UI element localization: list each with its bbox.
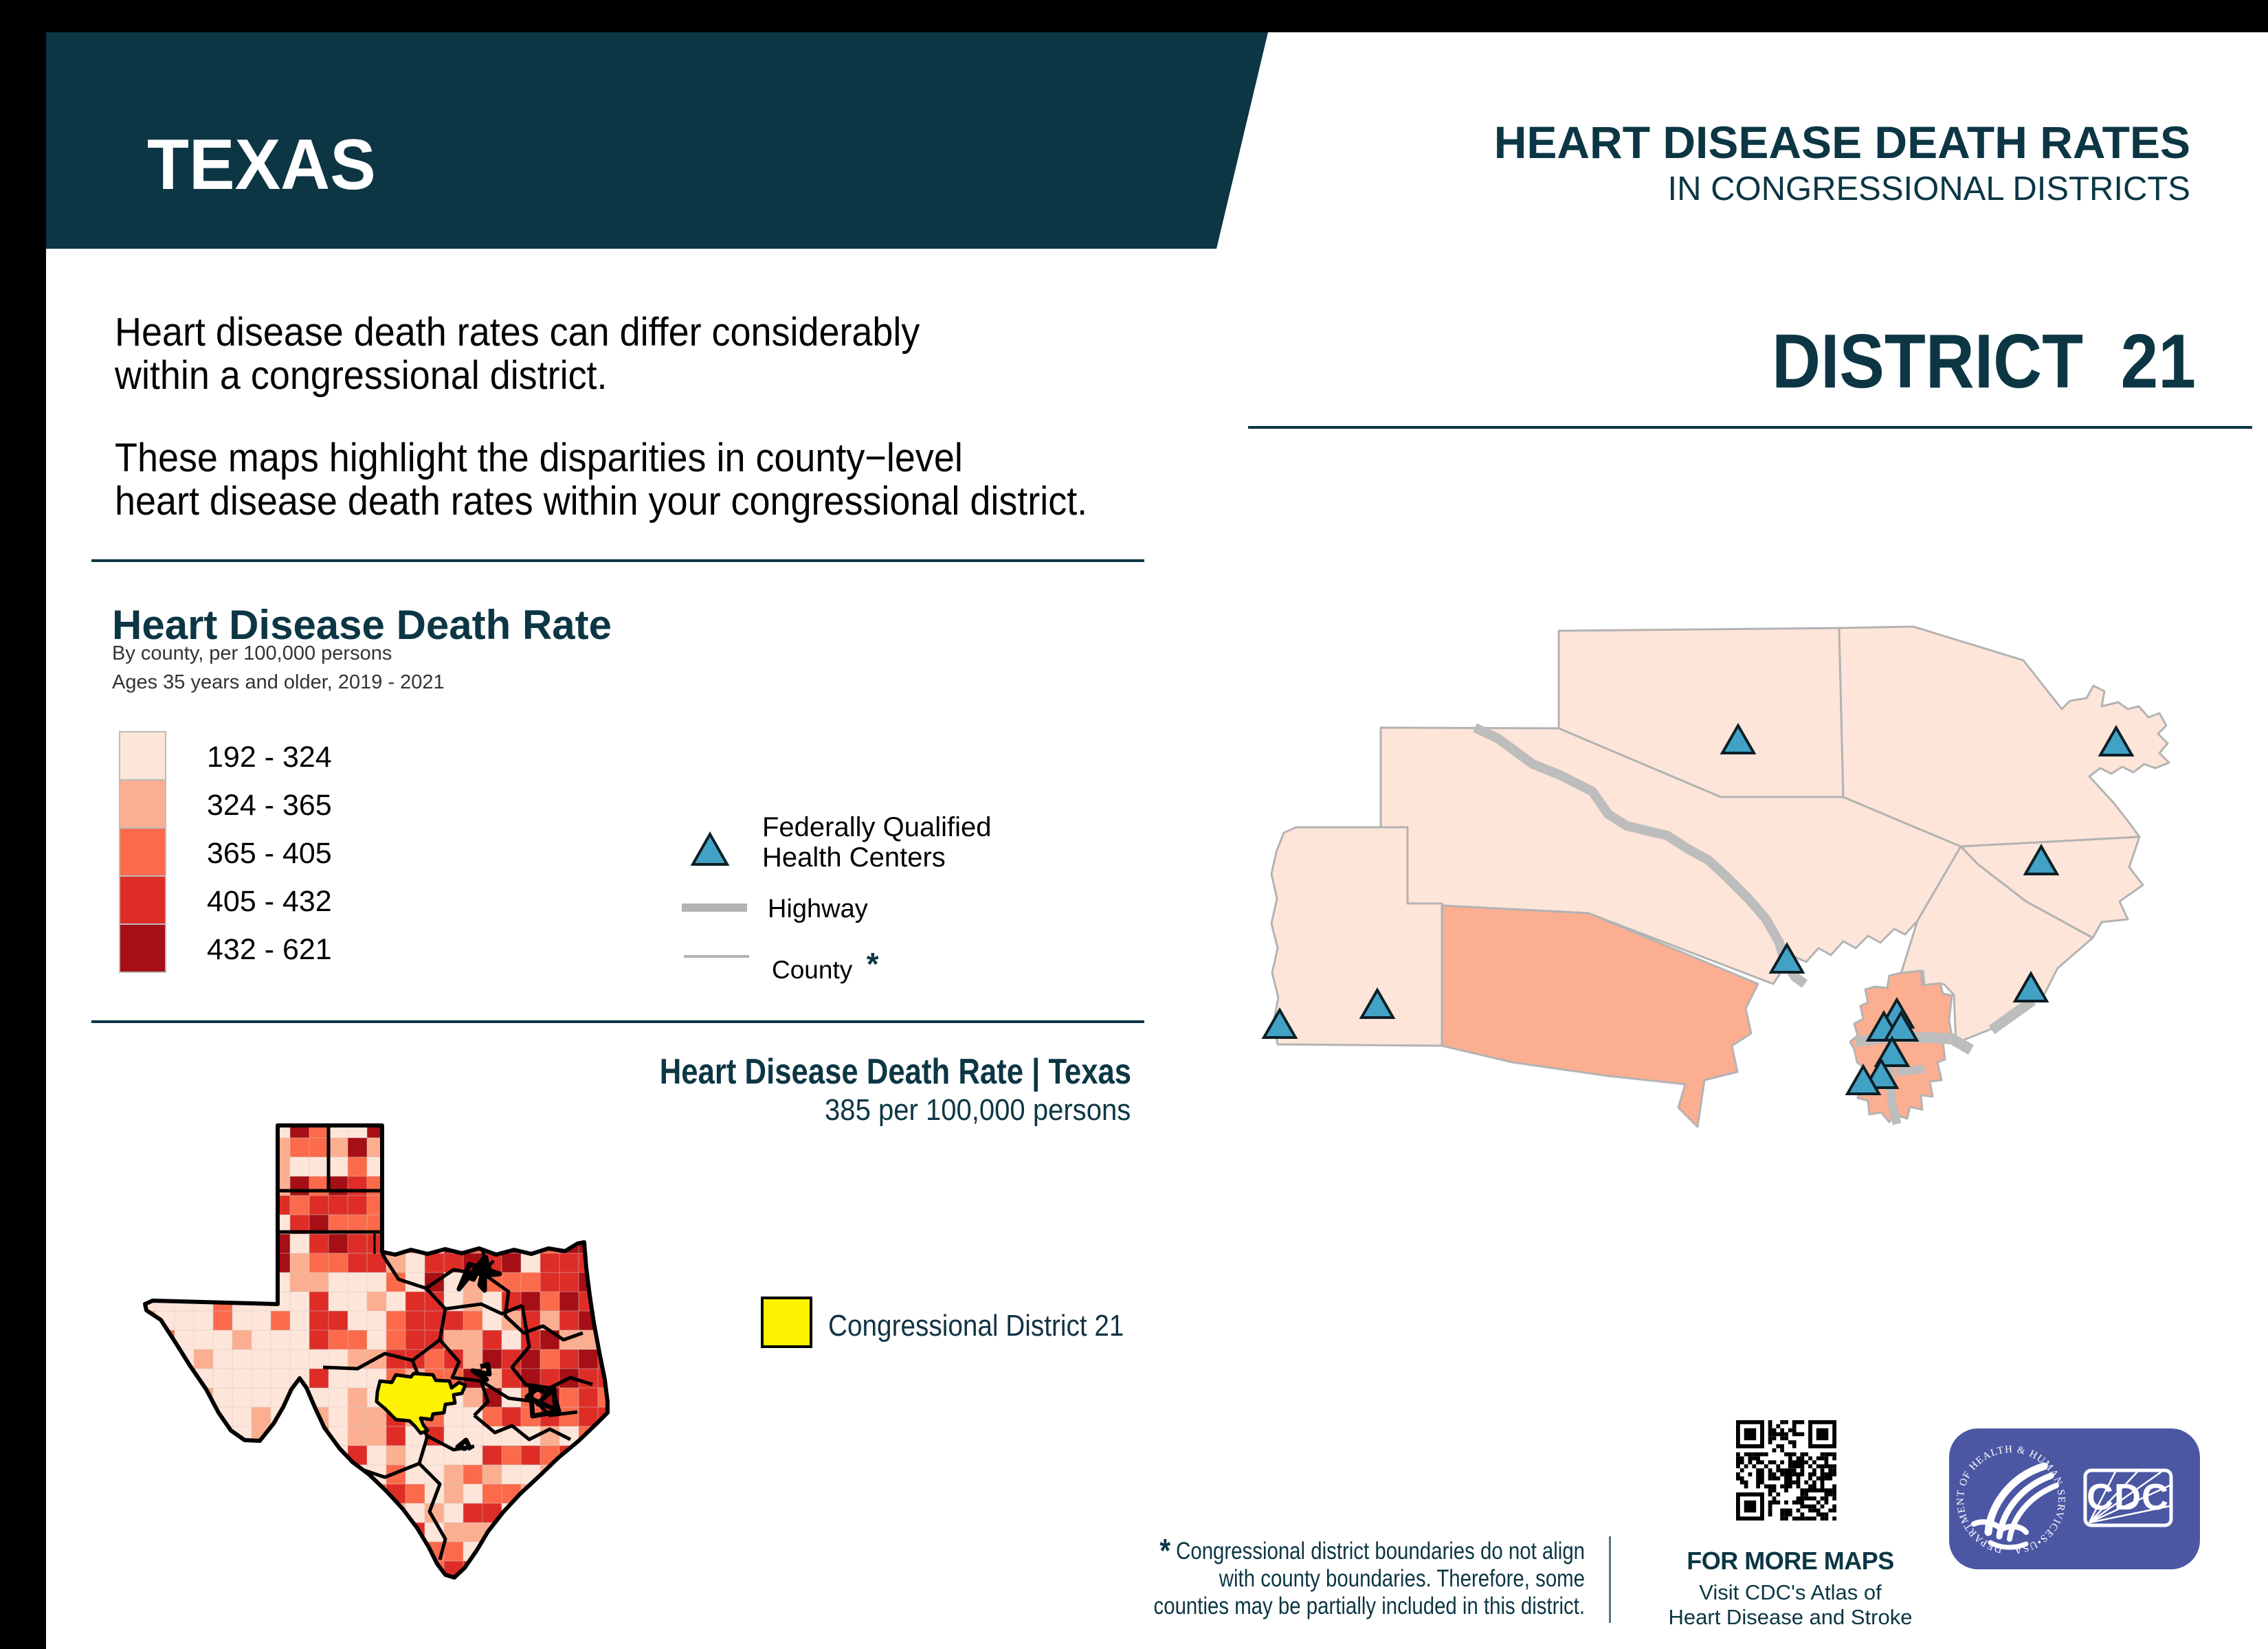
svg-text:CDC: CDC xyxy=(2087,1477,2169,1518)
